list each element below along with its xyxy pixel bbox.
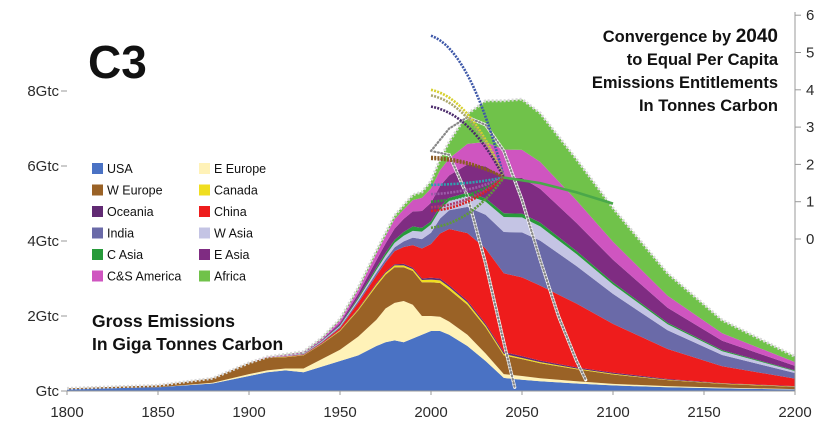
legend-swatch-c-s-america [92,270,103,282]
right-tick-2: 2 [806,156,814,173]
per-capita-path-11 [430,176,505,213]
x-tick-1900: 1900 [232,404,265,421]
x-tick-1850: 1850 [141,404,174,421]
converged-per-capita-line [503,176,614,205]
per-capita-path-2 [430,88,506,178]
per-capita-path-7 [430,176,505,187]
right-tick-6: 6 [806,7,814,24]
subtitle-line-1: Gross Emissions [92,311,235,331]
legend-label-africa: Africa [214,270,246,284]
left-axis-ticks: Gtc 2Gtc 4Gtc 6Gtc 8Gtc [27,83,67,400]
legend-swatch-e-europe [199,163,210,174]
heading-line-1: Convergence by 2040 [603,26,778,47]
heading-line-4: In Tonnes Carbon [639,97,778,115]
legend-swatch-africa [199,270,210,282]
area-w-europe [67,267,795,390]
legend-swatch-e-asia [199,249,210,260]
legend-label-w-europe: W Europe [107,184,163,198]
area-c-s-america [67,142,795,389]
per-capita-path-5 [430,155,505,179]
chart-tag: C3 [88,36,147,88]
legend-label-india: India [107,227,134,241]
x-tick-1800: 1800 [50,404,83,421]
legend-label-e-asia: E Asia [214,248,249,262]
legend-label-c-asia: C Asia [107,248,143,262]
per-capita-path-3 [430,94,505,179]
legend-swatch-china [199,206,210,217]
legend-label-usa: USA [107,162,133,176]
subtitle-line-2: In Giga Tonnes Carbon [92,334,283,354]
right-tick-5: 5 [806,45,814,62]
legend-label-oceania: Oceania [107,205,154,219]
legend-swatch-c-asia [92,249,103,260]
legend-label-w-asia: W Asia [214,227,253,241]
left-tick-gtc: Gtc [36,383,60,400]
overlay-lines [429,34,614,389]
x-tick-2150: 2150 [687,404,720,421]
legend-swatch-w-europe [92,184,103,196]
legend-label-canada: Canada [214,184,258,198]
stacked-area-layers [66,97,796,391]
area-india [67,206,795,389]
legend-label-china: China [214,205,247,219]
per-capita-path-6 [430,157,505,179]
x-tick-2000: 2000 [414,404,447,421]
per-capita-path-4 [430,105,505,179]
legend-swatch-oceania [92,206,103,217]
area-e-asia [67,164,795,389]
contraction-line-2 [429,116,587,381]
per-capita-path-1 [430,34,506,178]
legend-swatch-india [92,227,103,239]
left-tick-4gtc: 4Gtc [27,233,59,250]
legend-label-e-europe: E Europe [214,162,266,176]
legend-label-c-s-america: C&S America [107,270,181,284]
area-e-europe [67,301,795,390]
x-axis-ticks: 1800 1850 1900 1950 2000 2050 2100 2150 2200 [50,391,812,421]
left-tick-2gtc: 2Gtc [27,308,59,325]
area-china [67,229,795,389]
per-capita-path-12 [430,176,505,230]
right-tick-1: 1 [806,194,814,211]
heading-line-2: to Equal Per Capita [627,51,779,69]
left-tick-6gtc: 6Gtc [27,158,59,175]
x-tick-2100: 2100 [596,404,629,421]
total-outline [66,97,796,390]
right-tick-3: 3 [806,119,814,136]
right-axis-ticks: 0 1 2 3 4 5 6 [795,7,814,248]
right-tick-4: 4 [806,82,814,99]
heading-line-3: Emissions Entitlements [592,74,778,92]
right-tick-0: 0 [806,231,814,248]
legend-swatch-usa [92,163,103,174]
contraction-line-1 [429,149,516,389]
legend: USA E Europe W Europe Canada Oceania China Ind… [92,162,266,284]
x-tick-2200: 2200 [778,404,811,421]
x-tick-2050: 2050 [505,404,538,421]
legend-swatch-canada [199,184,210,196]
per-capita-path-9 [430,176,505,203]
legend-swatch-w-asia [199,227,210,239]
left-tick-8gtc: 8Gtc [27,83,59,100]
x-tick-1950: 1950 [323,404,356,421]
per-capita-path-10 [430,176,505,209]
